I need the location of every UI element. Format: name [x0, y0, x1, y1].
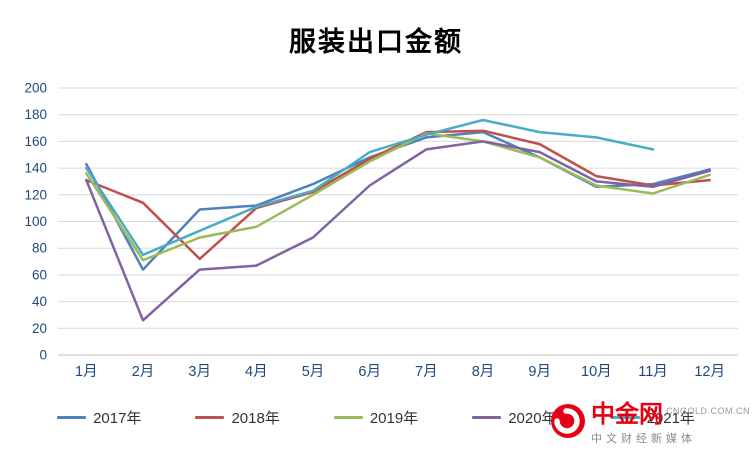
chart-legend: 2017年 2018年 2019年 2020年 2021年 — [0, 407, 752, 428]
x-tick-label: 5月 — [302, 364, 325, 380]
x-tick-label: 11月 — [638, 364, 668, 380]
legend-label: 2019年 — [369, 410, 419, 427]
legend-label: 2020年 — [508, 410, 557, 427]
y-tick-label: 160 — [24, 134, 47, 149]
y-tick-label: 180 — [24, 107, 47, 122]
x-tick-label: 10月 — [581, 364, 612, 380]
x-tick-label: 9月 — [528, 364, 551, 380]
x-tick-label: 7月 — [415, 364, 438, 380]
legend-item: 2019年 — [333, 407, 419, 428]
watermark-text: 中金网 CNGOLD.COM.CN 中文财经新媒体 — [590, 399, 750, 446]
y-tick-label: 40 — [32, 294, 47, 309]
legend-swatch — [472, 416, 502, 419]
series-line — [85, 140, 711, 322]
y-tick-label: 140 — [24, 161, 47, 176]
legend-item: 2020年 — [472, 407, 557, 428]
legend-swatch — [195, 416, 225, 419]
y-tick-label: 100 — [24, 214, 47, 229]
legend-label: 2017年 — [93, 410, 142, 427]
legend-item: 2018年 — [195, 407, 280, 428]
x-tick-label: 8月 — [472, 364, 495, 380]
watermark-brand: 中金网 — [590, 399, 663, 428]
legend-swatch — [610, 416, 640, 419]
series-line — [85, 129, 711, 261]
y-tick-label: 200 — [24, 81, 47, 96]
cngold-logo-icon — [550, 403, 585, 438]
series-line — [85, 130, 711, 271]
legend-swatch — [333, 416, 363, 419]
x-tick-label: 2月 — [132, 364, 155, 380]
x-tick-label: 3月 — [188, 364, 211, 380]
legend-item: 2017年 — [57, 407, 141, 428]
legend-swatch — [57, 416, 87, 419]
chart-title: 服装出口金额 — [289, 27, 463, 58]
x-tick-label: 12月 — [694, 364, 725, 380]
legend-item: 2021年 — [610, 407, 695, 428]
y-tick-label: 80 — [32, 241, 47, 256]
watermark: 中金网 CNGOLD.COM.CN 中文财经新媒体 — [549, 399, 750, 446]
series-line — [85, 118, 655, 257]
y-tick-label: 60 — [32, 267, 47, 282]
x-tick-label: 1月 — [75, 364, 98, 380]
y-tick-label: 20 — [32, 321, 47, 336]
x-tick-label: 4月 — [245, 364, 268, 380]
y-tick-label: 0 — [39, 348, 47, 363]
watermark-domain: CNGOLD.COM.CN — [665, 405, 750, 416]
legend-label: 2018年 — [231, 410, 280, 427]
watermark-tagline: 中文财经新媒体 — [590, 433, 696, 445]
legend-label: 2021年 — [646, 410, 695, 427]
y-tick-label: 120 — [24, 187, 47, 202]
x-tick-label: 6月 — [358, 364, 381, 380]
series-line — [85, 132, 711, 262]
